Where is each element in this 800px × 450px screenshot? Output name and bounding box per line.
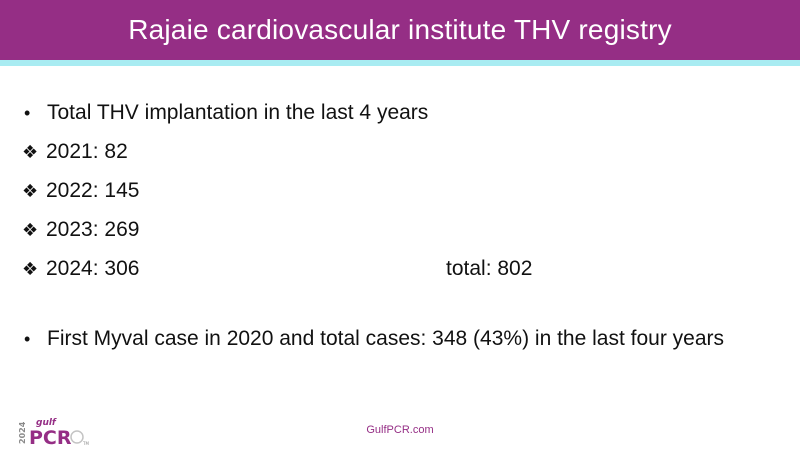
bullet-item-total-thv: • Total THV implantation in the last 4 y…: [22, 100, 782, 126]
year-item-2024: ❖ 2024: 306 total: 802: [22, 256, 782, 282]
year-text: 2022: 145: [46, 179, 140, 202]
diamond-bullet-icon: ❖: [22, 220, 39, 240]
diamond-bullet-icon: ❖: [22, 181, 39, 201]
bullet-text: Total THV implantation in the last 4 yea…: [47, 101, 429, 124]
slide-content: • Total THV implantation in the last 4 y…: [22, 100, 782, 352]
accent-line: [0, 60, 800, 66]
footer-url: GulfPCR.com: [366, 424, 434, 436]
year-item-2021: ❖ 2021: 82: [22, 139, 782, 165]
year-text: 2024: 306: [46, 257, 140, 280]
slide-title: Rajaie cardiovascular institute THV regi…: [128, 14, 672, 45]
year-item-2022: ❖ 2022: 145: [22, 178, 782, 204]
total-count: total: 802: [446, 257, 533, 280]
logo-gulf: gulf: [36, 418, 57, 428]
logo-pcr: PCR: [29, 427, 72, 449]
logo-tm: TM: [82, 441, 89, 446]
bullet-dot-icon: •: [24, 329, 31, 349]
logo-swirl-icon: [70, 430, 84, 444]
diamond-bullet-icon: ❖: [22, 142, 39, 162]
logo-year: 2024: [18, 421, 27, 444]
year-text: 2023: 269: [46, 218, 140, 241]
bullet-item-myval: • First Myval case in 2020 and total cas…: [22, 326, 777, 352]
year-item-2023: ❖ 2023: 269: [22, 217, 782, 243]
bullet-text: First Myval case in 2020 and total cases…: [47, 327, 724, 350]
title-bar: Rajaie cardiovascular institute THV regi…: [0, 0, 800, 60]
bullet-dot-icon: •: [24, 103, 31, 123]
gulfpcr-logo: 2024 gulf PCR TM: [18, 418, 89, 449]
year-text: 2021: 82: [46, 140, 128, 163]
diamond-bullet-icon: ❖: [22, 259, 39, 279]
